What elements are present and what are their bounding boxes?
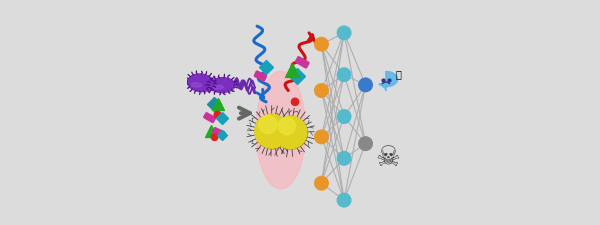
Text: 👍: 👍 [395,69,401,79]
Circle shape [359,79,373,92]
Circle shape [255,115,289,148]
Circle shape [274,117,307,149]
Ellipse shape [210,79,235,93]
Circle shape [337,27,351,40]
Circle shape [214,112,221,119]
FancyBboxPatch shape [212,128,224,137]
Text: ☠: ☠ [375,144,400,171]
Circle shape [337,69,351,82]
Circle shape [278,118,295,135]
Circle shape [259,116,277,134]
Ellipse shape [214,86,223,90]
Ellipse shape [191,83,202,88]
Circle shape [314,84,328,98]
Circle shape [275,117,307,149]
Circle shape [314,38,328,52]
Circle shape [256,115,289,149]
Circle shape [337,194,351,207]
FancyArrowPatch shape [239,108,250,119]
Circle shape [359,137,373,151]
Polygon shape [379,72,398,91]
Circle shape [211,135,218,141]
Ellipse shape [209,78,235,93]
Circle shape [337,152,351,165]
FancyBboxPatch shape [204,113,215,123]
Circle shape [314,177,328,190]
Ellipse shape [188,75,214,92]
Circle shape [314,130,328,144]
Circle shape [337,110,351,124]
Ellipse shape [187,75,214,92]
FancyBboxPatch shape [254,72,266,81]
Circle shape [292,99,299,106]
Ellipse shape [256,72,305,189]
FancyBboxPatch shape [295,57,309,69]
